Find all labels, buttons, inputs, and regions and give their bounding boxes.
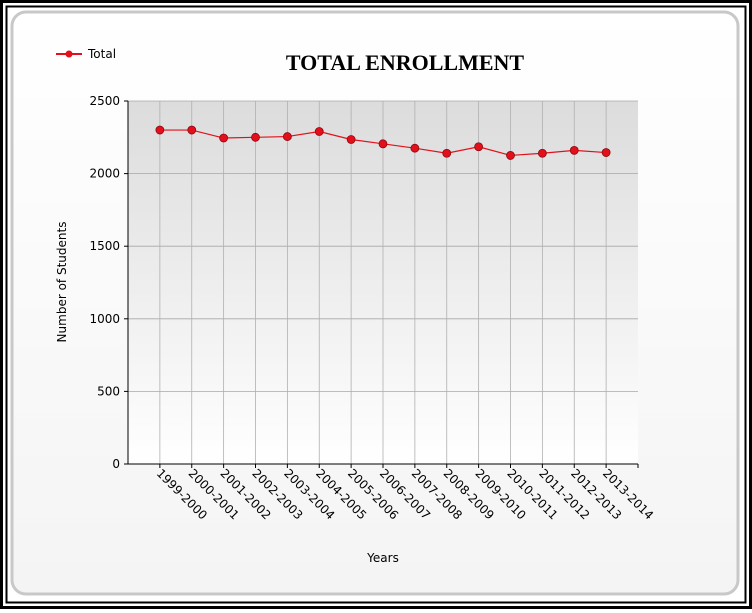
y-tick-label: 1500 [89, 239, 120, 253]
point [219, 133, 229, 143]
x-axis-label: Years [366, 551, 399, 565]
y-tick-label: 1000 [89, 312, 120, 326]
y-tick-label: 2000 [89, 167, 120, 181]
legend-label: Total [87, 47, 116, 61]
inner-border [5, 5, 747, 604]
chart-title: TOTAL ENROLLMENT [286, 50, 525, 75]
point [442, 148, 452, 158]
point [569, 145, 579, 155]
point [346, 135, 356, 144]
point [601, 148, 611, 157]
point [474, 142, 484, 152]
y-tick-label: 0 [112, 457, 120, 471]
legend-marker [65, 50, 73, 58]
point [187, 125, 197, 135]
y-tick-label: 500 [97, 384, 120, 398]
point [282, 132, 292, 141]
point [378, 139, 388, 149]
point [314, 127, 324, 136]
point [537, 148, 547, 158]
point [251, 132, 260, 142]
y-tick-label: 2500 [89, 94, 120, 108]
y-axis-label: Number of Students [55, 222, 69, 343]
point [410, 143, 420, 153]
point [155, 125, 165, 135]
point [506, 151, 515, 160]
